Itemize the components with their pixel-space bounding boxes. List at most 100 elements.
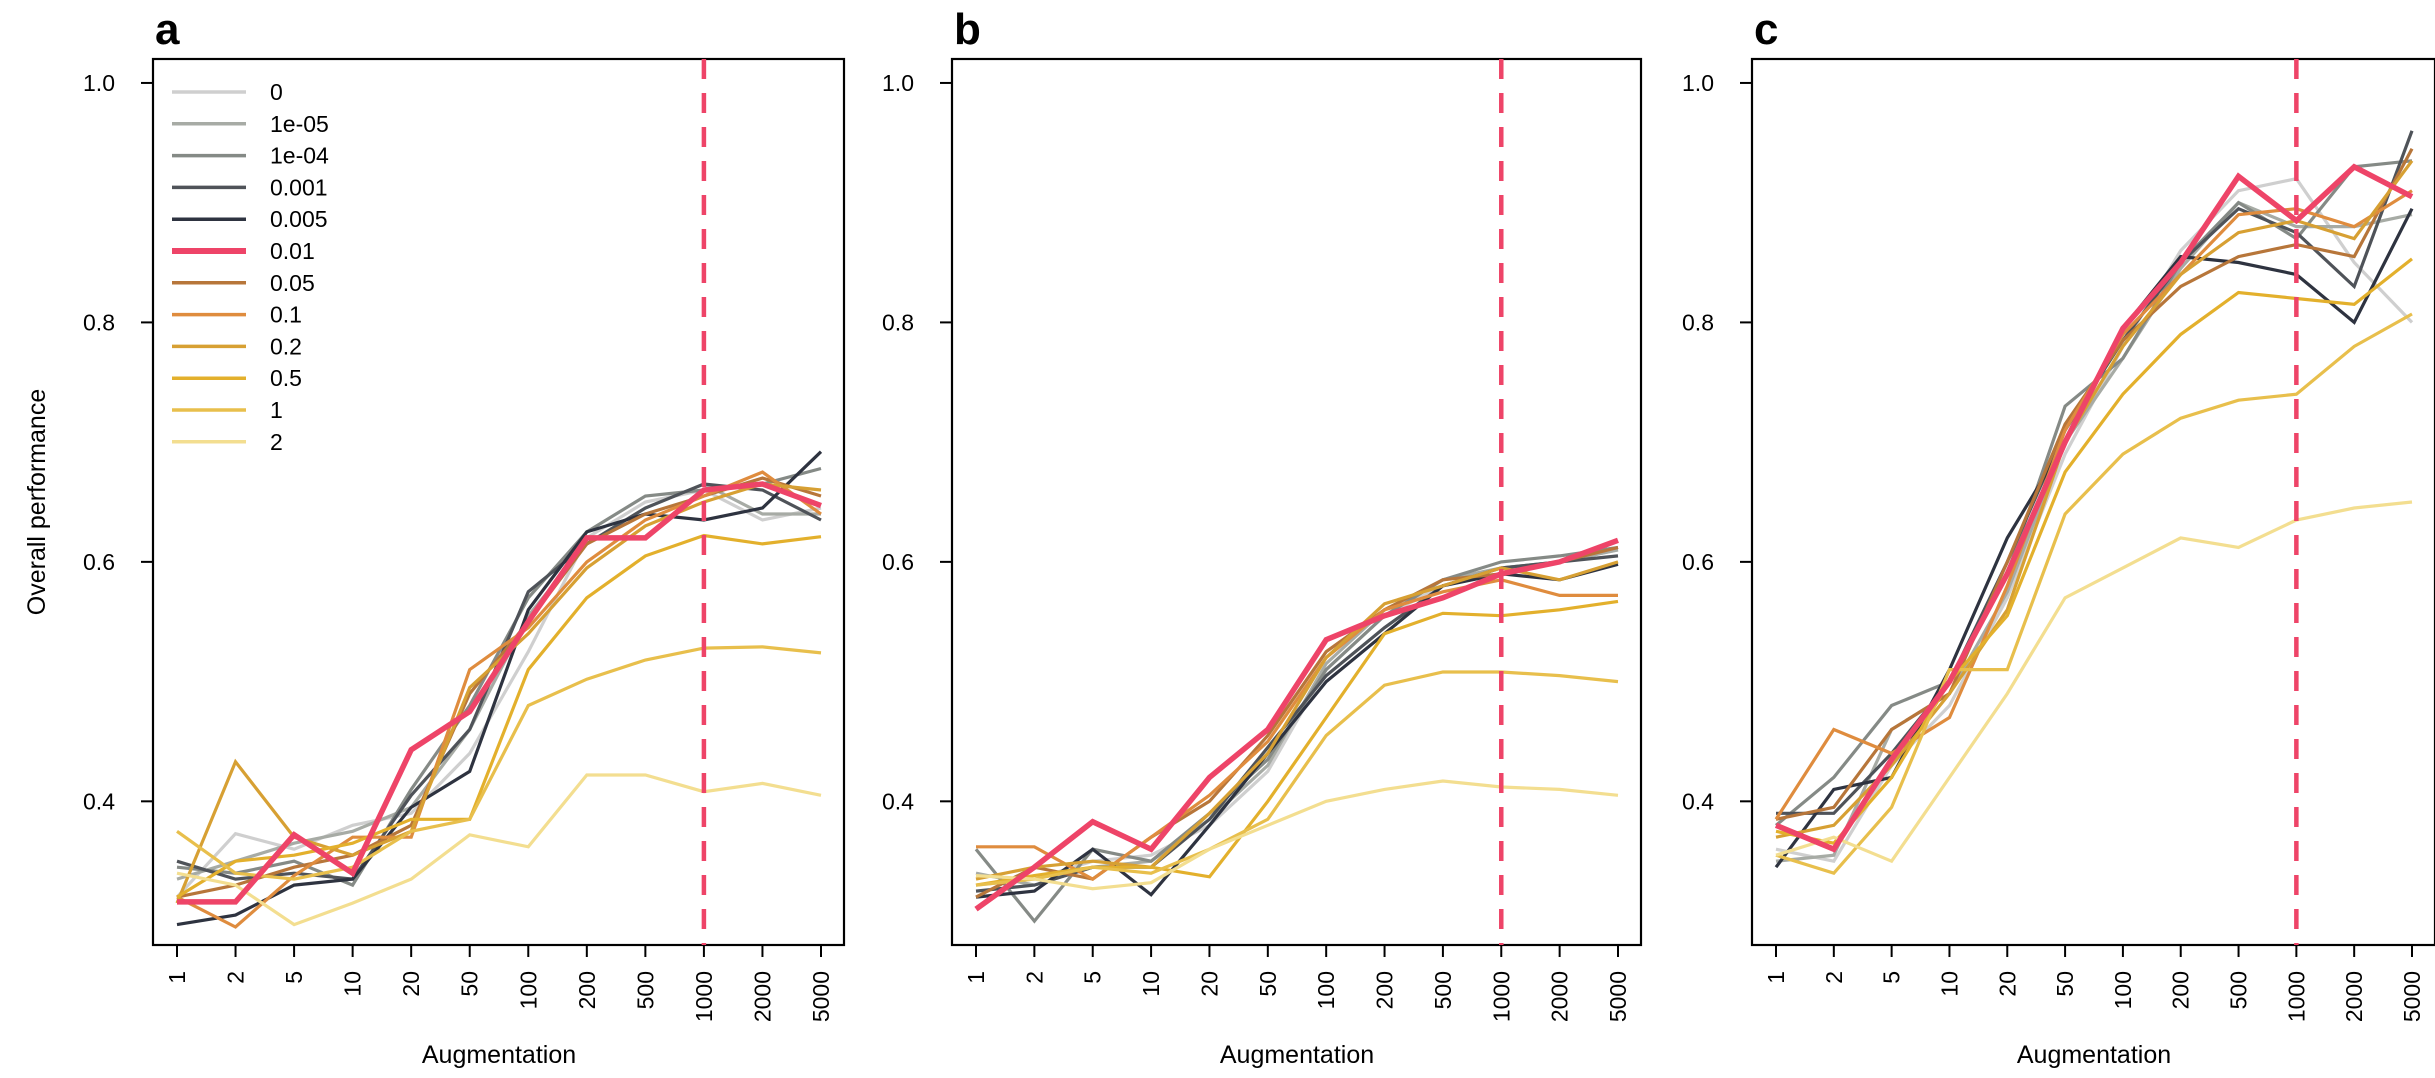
x-tick-label: 2000 <box>749 971 775 1022</box>
x-tick-label: 2 <box>1821 971 1847 984</box>
x-tick-label: 1000 <box>2283 971 2309 1022</box>
series-line-0.1 <box>1774 189 2413 821</box>
y-tick-label: 0.8 <box>882 309 914 335</box>
x-tick-label: 5000 <box>808 971 834 1022</box>
legend-label: 0.001 <box>270 174 328 200</box>
panel-letter: a <box>155 5 180 54</box>
legend: 0 1e-05 1e-04 0.001 0.005 0.01 0.05 0.1 0.2 0.5 1 2 <box>172 79 329 455</box>
x-axis-title: Augmentation <box>1220 1041 1374 1069</box>
y-tick-label: 0.8 <box>1682 309 1714 335</box>
x-tick-label: 5 <box>281 971 307 984</box>
x-tick-label: 1 <box>963 971 989 984</box>
x-tick-label: 20 <box>398 971 424 997</box>
series-line-0.01 <box>974 537 1619 912</box>
y-axis-title: Overall performance <box>23 389 51 615</box>
series-line-2 <box>1775 500 2413 864</box>
series-line-0.1 <box>176 470 822 929</box>
x-axis-title: Augmentation <box>2017 1041 2171 1069</box>
series-line-0.2 <box>1775 159 2414 839</box>
x-tick-label: 5000 <box>1605 971 1631 1022</box>
x-tick-label: 200 <box>1372 971 1398 1009</box>
y-tick-label: 0.6 <box>882 549 914 575</box>
plot-frame <box>1750 57 2435 947</box>
x-tick-label: 5 <box>1879 971 1905 984</box>
series-line-0.01 <box>177 481 822 905</box>
legend-label: 0.005 <box>270 206 328 232</box>
series-line-1e-05 <box>176 482 821 881</box>
series-line-1e-04 <box>1774 159 2413 827</box>
x-tick-label: 20 <box>1994 971 2020 997</box>
series-line-0.5 <box>975 599 1619 887</box>
x-tick-label: 50 <box>1255 971 1281 997</box>
x-tick-label: 1 <box>164 971 190 984</box>
series-line-1e-04 <box>176 466 822 888</box>
series-line-0.005 <box>176 450 823 927</box>
panel-letter: c <box>1754 5 1778 54</box>
y-tick-label: 1.0 <box>83 70 115 96</box>
x-tick-label: 500 <box>632 971 658 1009</box>
legend-label: 1e-05 <box>270 111 329 137</box>
x-tick-label: 1000 <box>691 971 717 1022</box>
panel-a: a0.40.60.81.01 2 5 10 20 50 100 200 500 1000 2000 5… <box>23 5 846 1069</box>
series-line-0.2 <box>175 482 822 904</box>
x-tick-label: 200 <box>2168 971 2194 1009</box>
series-line-0.005 <box>975 562 1619 899</box>
x-tick-label: 2000 <box>2341 971 2367 1022</box>
series-line-2 <box>975 779 1619 891</box>
plot-frame <box>151 57 846 947</box>
y-tick-label: 0.6 <box>83 549 115 575</box>
panel-c: c 0.4 0.6 0.8 1.0 1 2 5 10 20 50 100 200 500 1000 2000 5… <box>1682 5 2435 1069</box>
legend-label: 0 <box>270 79 283 105</box>
x-tick-label: 50 <box>457 971 483 997</box>
series-line-2 <box>176 773 822 927</box>
y-tick-label: 1.0 <box>1682 70 1714 96</box>
series-line-0.005 <box>1774 207 2414 869</box>
y-tick-label: 0.6 <box>1682 549 1714 575</box>
legend-label: 1e-04 <box>270 143 329 169</box>
y-tick-label: 0.8 <box>83 309 115 335</box>
x-tick-label: 500 <box>1430 971 1456 1009</box>
legend-label: 1 <box>270 397 283 423</box>
x-tick-label: 5000 <box>2399 971 2425 1022</box>
x-tick-label: 1000 <box>1488 971 1514 1022</box>
legend-label: 0.05 <box>270 270 315 296</box>
x-tick-label: 10 <box>1138 971 1164 997</box>
x-tick-label: 5 <box>1080 971 1106 984</box>
legend-label: 0.01 <box>270 238 315 264</box>
y-tick-label: 0.4 <box>882 788 914 814</box>
x-tick-label: 500 <box>2226 971 2252 1009</box>
panel-letter: b <box>954 5 981 54</box>
x-tick-label: 2 <box>223 971 249 984</box>
x-axis-title: Augmentation <box>422 1041 576 1069</box>
plot-frame <box>950 57 1643 947</box>
x-tick-label: 10 <box>1936 971 1962 997</box>
y-tick-label: 0.4 <box>83 788 115 814</box>
panels: a0.40.60.81.01 2 5 10 20 50 100 200 500 1000 2000 5… <box>23 5 2435 1069</box>
legend-label: 0.1 <box>270 302 302 328</box>
series-line-0.001 <box>1776 130 2414 815</box>
series-line-1 <box>975 670 1619 887</box>
series-line-1 <box>1775 312 2413 876</box>
series-line-0.5 <box>176 533 822 899</box>
legend-label: 2 <box>270 429 283 455</box>
series-line-0.1 <box>976 578 1618 881</box>
x-tick-label: 100 <box>1313 971 1339 1009</box>
y-tick-label: 1.0 <box>882 70 914 96</box>
legend-label: 0.2 <box>270 333 302 359</box>
x-tick-label: 10 <box>340 971 366 997</box>
x-tick-label: 2 <box>1021 971 1047 984</box>
x-tick-label: 100 <box>515 971 541 1009</box>
series-line-0.5 <box>1775 257 2413 845</box>
series-line-1 <box>176 645 822 881</box>
series-line-0.001 <box>176 482 822 881</box>
series-line-0.01 <box>1774 163 2414 853</box>
x-tick-label: 200 <box>574 971 600 1009</box>
y-tick-label: 0.4 <box>1682 788 1714 814</box>
x-tick-label: 1 <box>1763 971 1789 984</box>
x-tick-label: 2000 <box>1547 971 1573 1022</box>
legend-label: 0.5 <box>270 365 302 391</box>
panel-b: b 0.4 0.6 0.8 1.0 1 2 5 10 20 50 100 200 500 1000 2000 5… <box>882 5 1643 1069</box>
x-tick-label: 50 <box>2052 971 2078 997</box>
x-tick-label: 20 <box>1196 971 1222 997</box>
